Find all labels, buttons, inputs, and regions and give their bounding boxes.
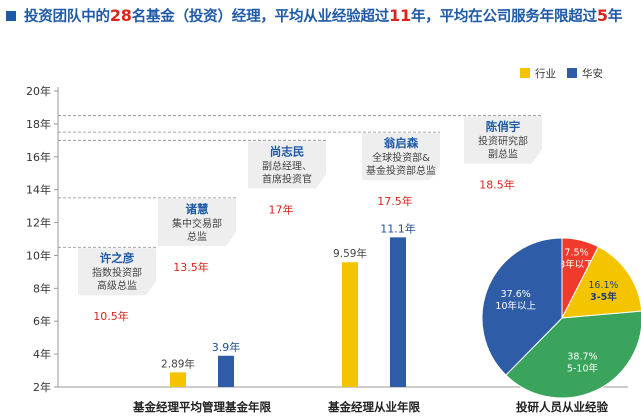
manager-title: 集中交易部 bbox=[172, 217, 222, 230]
pie-slice-label: 10年以上 bbox=[495, 300, 536, 312]
header-text-4: 年 bbox=[607, 9, 623, 25]
bar-industry bbox=[342, 262, 358, 387]
manager-years: 13.5年 bbox=[173, 260, 209, 274]
manager-title: 投资研究部 bbox=[478, 135, 528, 148]
header-number-experience: 11 bbox=[389, 6, 411, 25]
y-tick-label: 6年 bbox=[33, 314, 51, 328]
legend-swatch bbox=[520, 68, 530, 78]
pie-slice-label: 3年以下 bbox=[559, 259, 594, 271]
pie-slice bbox=[505, 310, 641, 399]
manager-title: 高级总监 bbox=[97, 279, 137, 292]
bar-value-label: 9.59年 bbox=[333, 247, 367, 260]
legend-label: 行业 bbox=[535, 67, 556, 80]
bar-company bbox=[390, 237, 406, 387]
y-tick-label: 12年 bbox=[26, 216, 51, 230]
manager-card-bg bbox=[464, 116, 542, 164]
bar-value-label: 3.9年 bbox=[212, 340, 241, 354]
legend-swatch bbox=[567, 68, 577, 78]
bar-company bbox=[218, 355, 234, 387]
bars-layer: 2.89年 3.9年 9.59年 11.1年 bbox=[161, 221, 416, 387]
pie-slice-percent: 7.5% bbox=[564, 248, 588, 259]
manager-title: 副总监 bbox=[488, 148, 518, 161]
manager-name: 翁启森 bbox=[383, 136, 419, 150]
x-category-label: 基金经理平均管理基金年限 bbox=[132, 400, 271, 414]
y-tick-label: 14年 bbox=[26, 183, 51, 197]
pie-slice-label: 3-5年 bbox=[590, 291, 617, 303]
manager-card-bg bbox=[78, 248, 156, 296]
pie-slice-percent: 38.7% bbox=[567, 351, 597, 362]
manager-years: 17.5年 bbox=[377, 194, 413, 208]
manager-title: 首席投资官 bbox=[262, 172, 312, 185]
header-number-managers: 28 bbox=[109, 6, 132, 25]
manager-name: 诸慧 bbox=[186, 202, 209, 216]
manager-card-bg bbox=[248, 141, 326, 189]
manager-name: 尚志民 bbox=[270, 144, 305, 158]
bar-industry bbox=[170, 372, 186, 387]
manager-card-bg bbox=[362, 133, 440, 181]
manager-title: 指数投资部 bbox=[92, 266, 142, 279]
bar-value-label: 2.89年 bbox=[161, 357, 195, 370]
header-text-3: 年，平均在公司服务年限超过 bbox=[410, 9, 597, 25]
page-header: 投资团队中的28名基金（投资）经理，平均从业经验超过11年，平均在公司服务年限超… bbox=[6, 4, 636, 28]
y-tick-label: 8年 bbox=[33, 281, 51, 295]
pie-slice-percent: 37.6% bbox=[501, 289, 531, 300]
bar-value-label: 11.1年 bbox=[380, 221, 416, 235]
manager-name: 陈俏宇 bbox=[486, 120, 521, 134]
pie-chart: 7.5%3年以下 16.1%3-5年 38.7%5-10年 37.6%10年以上投研人… bbox=[481, 237, 641, 414]
pie-slice-label: 5-10年 bbox=[567, 362, 599, 374]
x-category-label: 基金经理从业年限 bbox=[327, 400, 420, 414]
manager-name: 许之彦 bbox=[100, 251, 135, 265]
manager-years: 17年 bbox=[269, 202, 294, 216]
manager-title: 副总经理、 bbox=[262, 159, 312, 172]
header-title: 投资团队中的28名基金（投资）经理，平均从业经验超过11年，平均在公司服务年限超… bbox=[24, 5, 622, 26]
y-tick-label: 4年 bbox=[33, 347, 51, 361]
y-tick-label: 2年 bbox=[33, 380, 51, 394]
header-text-1: 投资团队中的 bbox=[24, 9, 110, 25]
legend: 行业 华安 bbox=[520, 67, 603, 80]
pie-title: 投研人员从业经验 bbox=[516, 400, 608, 414]
manager-title: 总监 bbox=[187, 230, 207, 243]
pie-slice bbox=[481, 237, 563, 376]
manager-card-bg bbox=[158, 198, 236, 246]
header-bullet-icon bbox=[6, 11, 16, 21]
pie-slice-percent: 16.1% bbox=[588, 280, 618, 291]
y-tick-label: 16年 bbox=[26, 150, 51, 164]
manager-years: 18.5年 bbox=[479, 178, 515, 192]
y-tick-label: 20年 bbox=[26, 84, 51, 98]
manager-title: 全球投资部& bbox=[372, 151, 430, 164]
pie-slice bbox=[561, 246, 641, 319]
header-text-2: 名基金（投资）经理，平均从业经验超过 bbox=[131, 9, 390, 25]
manager-title: 基金投资部总监 bbox=[366, 164, 436, 177]
header-number-tenure: 5 bbox=[596, 6, 608, 25]
manager-years: 10.5年 bbox=[93, 309, 129, 323]
legend-label: 华安 bbox=[582, 67, 603, 80]
reference-lines bbox=[58, 115, 542, 248]
y-tick-label: 10年 bbox=[26, 248, 51, 262]
y-tick-label: 18年 bbox=[26, 117, 51, 131]
